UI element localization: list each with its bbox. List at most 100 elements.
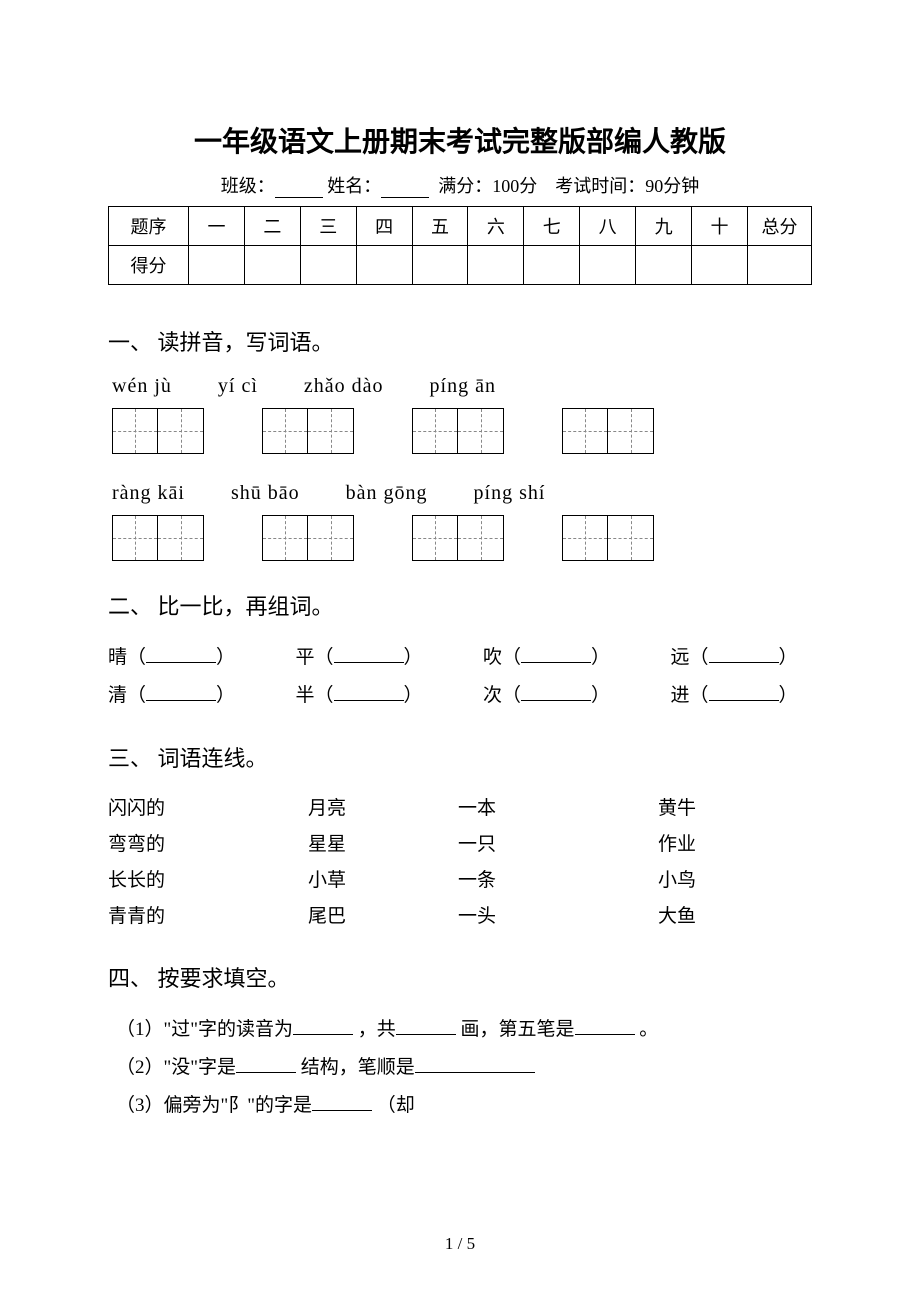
compare-item: 进（） [671,677,813,715]
answer-blank[interactable] [334,649,404,663]
table-row: 得分 [109,246,812,285]
tianzige-box[interactable] [562,515,654,561]
compare-item: 次（） [483,677,625,715]
answer-blank[interactable] [521,649,591,663]
tianzige-row [108,408,812,454]
compare-item: 吹（） [483,639,625,677]
answer-blank[interactable] [575,1021,635,1035]
answer-blank[interactable] [709,649,779,663]
header-cell: 四 [356,207,412,246]
score-table: 题序 一 二 三 四 五 六 七 八 九 十 总分 得分 [108,206,812,285]
score-cell[interactable] [412,246,468,285]
answer-blank[interactable] [521,687,591,701]
score-cell[interactable] [748,246,812,285]
pinyin: ràng kāi [112,482,185,505]
header-cell: 八 [580,207,636,246]
header-cell: 六 [468,207,524,246]
answer-blank[interactable] [146,687,216,701]
tianzige-box[interactable] [562,408,654,454]
pinyin: zhǎo dào [304,375,384,398]
compare-row: 清（） 半（） 次（） 进（） [108,677,812,715]
tianzige-box[interactable] [112,408,204,454]
match-left: 一头 [458,899,658,935]
class-blank[interactable] [275,180,323,198]
tianzige-box[interactable] [412,515,504,561]
answer-blank[interactable] [415,1059,535,1073]
header-cell: 二 [244,207,300,246]
score-cell[interactable] [692,246,748,285]
match-right: 作业 [658,827,738,863]
tianzige-box[interactable] [112,515,204,561]
section-3-heading: 三、 词语连线。 [108,741,812,773]
match-right: 月亮 [308,791,458,827]
tianzige-box[interactable] [262,408,354,454]
match-right: 小鸟 [658,863,738,899]
match-row: 长长的 小草 一条 小鸟 [108,863,812,899]
score-cell[interactable] [356,246,412,285]
match-row: 闪闪的 月亮 一本 黄牛 [108,791,812,827]
fill-item: （1）"过"字的读音为 ，共 画，第五笔是 。 [116,1011,812,1049]
match-right: 星星 [308,827,458,863]
answer-blank[interactable] [236,1059,296,1073]
compare-item: 清（） [108,677,250,715]
pinyin: bàn gōng [346,482,428,505]
pinyin-row: ràng kāi shū bāo bàn gōng píng shí [108,482,812,505]
answer-blank[interactable] [334,687,404,701]
match-row: 青青的 尾巴 一头 大鱼 [108,899,812,935]
name-label: 姓名： [327,176,381,196]
name-blank[interactable] [381,180,429,198]
header-cell: 九 [636,207,692,246]
compare-item: 晴（） [108,639,250,677]
answer-blank[interactable] [146,649,216,663]
score-cell[interactable] [244,246,300,285]
compare-item: 半（） [296,677,438,715]
header-cell: 五 [412,207,468,246]
match-left: 一条 [458,863,658,899]
section-4-heading: 四、 按要求填空。 [108,961,812,993]
fill-item: （3）偏旁为"阝"的字是 （却 [116,1087,812,1125]
answer-blank[interactable] [709,687,779,701]
match-right: 黄牛 [658,791,738,827]
page-number: 1 / 5 [0,1234,920,1254]
header-cell: 三 [300,207,356,246]
score-cell[interactable] [580,246,636,285]
exam-page: 一年级语文上册期末考试完整版部编人教版 班级： 姓名： 满分：100分 考试时间… [0,0,920,1125]
score-cell[interactable] [468,246,524,285]
match-row: 弯弯的 星星 一只 作业 [108,827,812,863]
header-cell: 一 [189,207,245,246]
pinyin: yí cì [218,375,258,398]
answer-blank[interactable] [312,1097,372,1111]
match-left: 弯弯的 [108,827,308,863]
section-2-heading: 二、 比一比，再组词。 [108,589,812,621]
tianzige-box[interactable] [262,515,354,561]
match-left: 一本 [458,791,658,827]
answer-blank[interactable] [293,1021,353,1035]
pinyin: shū bāo [231,482,300,505]
match-left: 闪闪的 [108,791,308,827]
tianzige-row [108,515,812,561]
match-right: 尾巴 [308,899,458,935]
compare-block: 晴（） 平（） 吹（） 远（） 清（） 半（） 次（） 进（） [108,639,812,715]
score-cell[interactable] [524,246,580,285]
pinyin: wén jù [112,375,172,398]
meta-line: 班级： 姓名： 满分：100分 考试时间：90分钟 [108,172,812,198]
page-title: 一年级语文上册期末考试完整版部编人教版 [108,120,812,160]
compare-item: 远（） [671,639,813,677]
match-left: 青青的 [108,899,308,935]
pinyin: píng shí [474,482,546,505]
score-cell[interactable] [189,246,245,285]
pinyin-row: wén jù yí cì zhǎo dào píng ān [108,375,812,398]
header-cell: 总分 [748,207,812,246]
tianzige-box[interactable] [412,408,504,454]
match-right: 大鱼 [658,899,738,935]
class-label: 班级： [221,176,275,196]
score-cell[interactable] [636,246,692,285]
score-cell[interactable] [300,246,356,285]
section-1-heading: 一、 读拼音，写词语。 [108,325,812,357]
full-score: 满分：100分 [438,176,537,196]
exam-time: 考试时间：90分钟 [555,176,699,196]
fill-block: （1）"过"字的读音为 ，共 画，第五笔是 。 （2）"没"字是 结构，笔顺是 … [108,1011,812,1125]
pinyin: píng ān [430,375,496,398]
answer-blank[interactable] [396,1021,456,1035]
fill-item: （2）"没"字是 结构，笔顺是 [116,1049,812,1087]
